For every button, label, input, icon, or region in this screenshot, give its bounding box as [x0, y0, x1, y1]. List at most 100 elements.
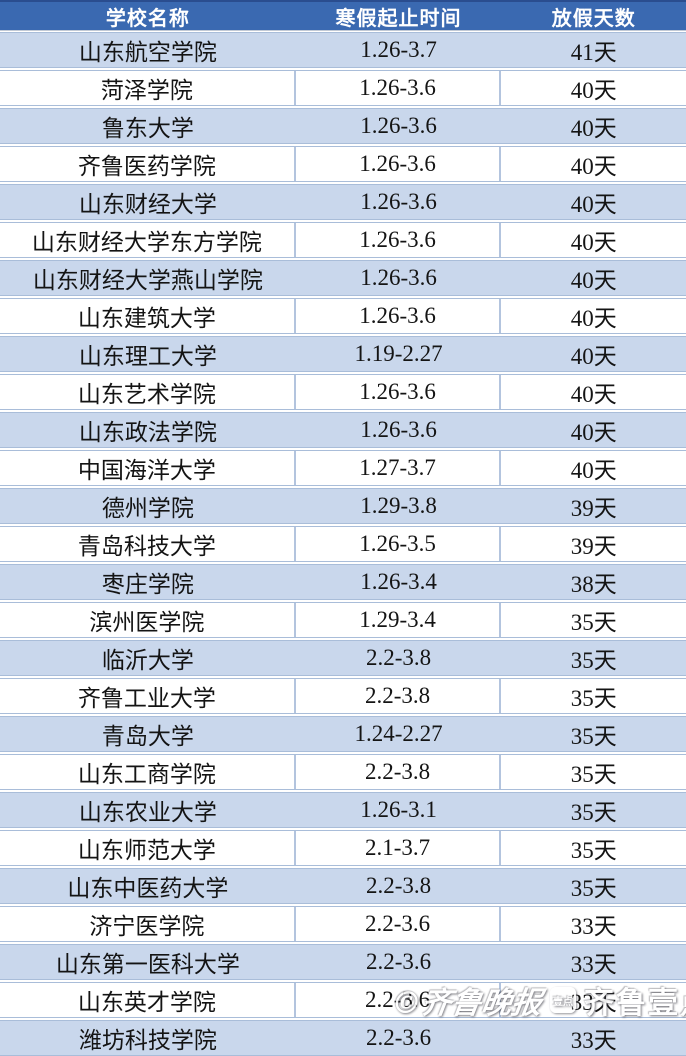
table-row: 潍坊科技学院 2.2-3.6 33天	[0, 1020, 686, 1056]
school-cell: 山东英才学院	[0, 983, 296, 1017]
table-row: 山东工商学院 2.2-3.8 35天	[0, 754, 686, 790]
dates-cell: 1.26-3.1	[360, 797, 437, 822]
days-cell: 35天	[570, 762, 617, 787]
table-row: 中国海洋大学 1.27-3.7 40天	[0, 450, 686, 486]
dates-cell: 1.26-3.6	[360, 417, 437, 442]
table-row: 德州学院 1.29-3.8 39天	[0, 488, 686, 524]
days-cell: 40天	[570, 382, 617, 407]
table-row: 临沂大学 2.2-3.8 35天	[0, 640, 686, 676]
dates-cell: 1.26-3.6	[360, 265, 437, 290]
school-cell: 济宁医学院	[0, 907, 296, 941]
dates-cell: 2.2-3.6	[365, 1025, 432, 1050]
table-row: 山东理工大学 1.19-2.27 40天	[0, 336, 686, 372]
school-cell: 山东建筑大学	[0, 299, 296, 333]
dates-cell: 1.26-3.5	[296, 527, 502, 561]
days-cell: 35天	[570, 838, 617, 863]
school-cell: 齐鲁工业大学	[0, 679, 296, 713]
days-cell: 40天	[570, 458, 617, 483]
school-cell: 枣庄学院	[101, 572, 194, 597]
school-cell: 齐鲁医药学院	[0, 147, 296, 181]
dates-cell: 1.26-3.6	[360, 189, 437, 214]
school-cell: 山东财经大学东方学院	[0, 223, 296, 257]
table-row: 山东财经大学燕山学院 1.26-3.6 40天	[0, 260, 686, 296]
dates-cell: 2.2-3.8	[365, 645, 432, 670]
school-cell: 山东航空学院	[78, 40, 217, 65]
days-cell: 40天	[570, 154, 617, 179]
days-cell: 40天	[570, 230, 617, 255]
table-row: 山东艺术学院 1.26-3.6 40天	[0, 374, 686, 410]
days-cell: 40天	[570, 268, 617, 293]
days-cell: 40天	[570, 420, 617, 445]
school-cell: 山东农业大学	[78, 800, 217, 825]
school-cell: 潍坊科技学院	[78, 1028, 217, 1053]
dates-cell: 1.26-3.6	[296, 299, 502, 333]
table-row: 山东师范大学 2.1-3.7 35天	[0, 830, 686, 866]
days-cell: 35天	[570, 610, 617, 635]
days-cell: 40天	[570, 78, 617, 103]
table-row: 菏泽学院 1.26-3.6 40天	[0, 70, 686, 106]
school-cell: 山东工商学院	[0, 755, 296, 789]
school-cell: 临沂大学	[101, 648, 194, 673]
dates-cell: 2.2-3.6	[296, 907, 502, 941]
dates-cell: 1.27-3.7	[296, 451, 502, 485]
table-row: 山东政法学院 1.26-3.6 40天	[0, 412, 686, 448]
dates-cell: 2.2-3.6	[365, 949, 432, 974]
dates-cell: 2.2-3.6	[296, 983, 502, 1017]
column-header-school: 学校名称	[105, 7, 190, 30]
table-row: 滨州医学院 1.29-3.4 35天	[0, 602, 686, 638]
school-cell: 山东第一医科大学	[55, 952, 240, 977]
days-cell: 41天	[570, 40, 617, 65]
days-cell: 38天	[570, 572, 617, 597]
dates-cell: 2.2-3.8	[365, 873, 432, 898]
school-cell: 山东财经大学燕山学院	[32, 268, 263, 293]
days-cell: 39天	[570, 496, 617, 521]
dates-cell: 1.26-3.6	[296, 71, 502, 105]
dates-cell: 1.26-3.6	[296, 223, 502, 257]
dates-cell: 2.2-3.8	[296, 679, 502, 713]
days-cell: 35天	[570, 876, 617, 901]
table-row: 齐鲁工业大学 2.2-3.8 35天	[0, 678, 686, 714]
school-cell: 山东中医药大学	[67, 876, 229, 901]
days-cell: 40天	[570, 116, 617, 141]
dates-cell: 1.26-3.6	[296, 375, 502, 409]
days-cell: 35天	[570, 648, 617, 673]
table-row: 山东财经大学东方学院 1.26-3.6 40天	[0, 222, 686, 258]
dates-cell: 2.1-3.7	[296, 831, 502, 865]
dates-cell: 1.29-3.8	[360, 493, 437, 518]
days-cell: 33天	[570, 914, 617, 939]
table-row: 济宁医学院 2.2-3.6 33天	[0, 906, 686, 942]
days-cell: 35天	[570, 800, 617, 825]
days-cell: 40天	[570, 344, 617, 369]
table-row: 青岛科技大学 1.26-3.5 39天	[0, 526, 686, 562]
table-row: 枣庄学院 1.26-3.4 38天	[0, 564, 686, 600]
dates-cell: 1.26-3.6	[296, 147, 502, 181]
table-row: 山东第一医科大学 2.2-3.6 33天	[0, 944, 686, 980]
school-cell: 德州学院	[101, 496, 194, 521]
table-row: 山东英才学院 2.2-3.6 33天	[0, 982, 686, 1018]
dates-cell: 1.26-3.6	[360, 113, 437, 138]
dates-cell: 1.24-2.27	[354, 721, 443, 746]
school-cell: 青岛科技大学	[0, 527, 296, 561]
school-cell: 青岛大学	[101, 724, 194, 749]
days-cell: 35天	[570, 686, 617, 711]
column-header-days: 放假天数	[551, 7, 636, 30]
table-row: 鲁东大学 1.26-3.6 40天	[0, 108, 686, 144]
table-row: 青岛大学 1.24-2.27 35天	[0, 716, 686, 752]
school-cell: 山东艺术学院	[0, 375, 296, 409]
school-cell: 山东师范大学	[0, 831, 296, 865]
school-cell: 山东理工大学	[78, 344, 217, 369]
days-cell: 40天	[570, 192, 617, 217]
days-cell: 33天	[570, 952, 617, 977]
dates-cell: 1.26-3.7	[360, 37, 437, 62]
dates-cell: 2.2-3.8	[296, 755, 502, 789]
school-cell: 鲁东大学	[101, 116, 194, 141]
days-cell: 35天	[570, 724, 617, 749]
dates-cell: 1.26-3.4	[360, 569, 437, 594]
school-cell: 山东财经大学	[78, 192, 217, 217]
school-cell: 菏泽学院	[0, 71, 296, 105]
school-cell: 中国海洋大学	[0, 451, 296, 485]
table-row: 山东中医药大学 2.2-3.8 35天	[0, 868, 686, 904]
days-cell: 33天	[570, 1028, 617, 1053]
school-cell: 山东政法学院	[78, 420, 217, 445]
dates-cell: 1.29-3.4	[296, 603, 502, 637]
